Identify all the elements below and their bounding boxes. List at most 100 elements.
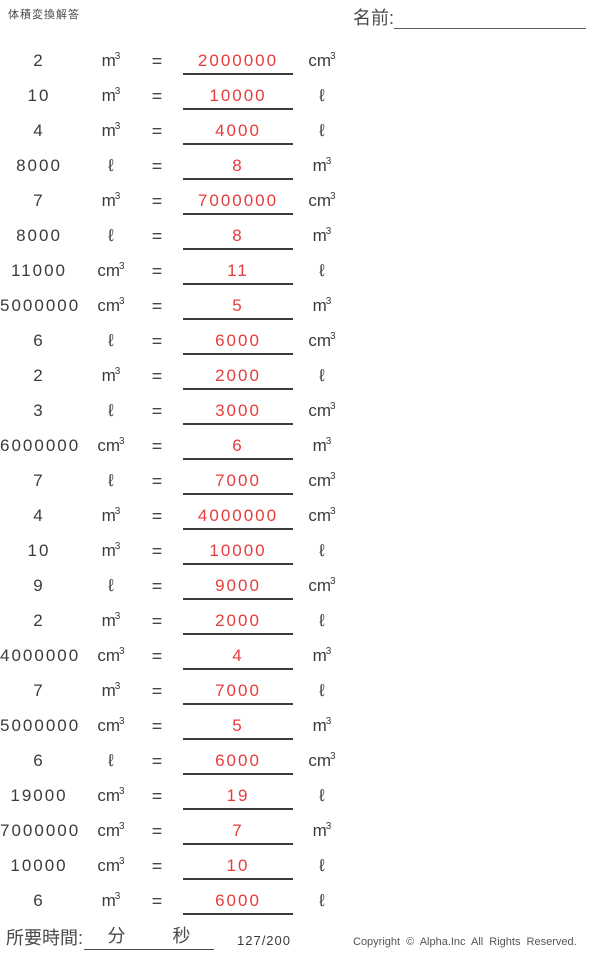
superscript-3: 3 [119, 296, 125, 307]
problem-answer: 2000000 [183, 51, 293, 75]
problem-row: 8000 ℓ = 8 m3 [0, 218, 600, 253]
problem-unit-from: ℓ [78, 156, 144, 176]
unit-text: cm3 [97, 856, 125, 875]
name-underline [394, 9, 587, 29]
problem-row: 5000000 cm3 = 5 m3 [0, 708, 600, 743]
problem-unit-to: ℓ [297, 86, 347, 106]
problem-unit-to: ℓ [297, 786, 347, 806]
problem-value: 8000 [16, 156, 62, 175]
problem-answer: 6 [183, 436, 293, 460]
problem-unit-from: m3 [78, 366, 144, 386]
problem-unit-from: cm3 [78, 646, 144, 666]
seconds-label: 秒 [172, 926, 191, 946]
problem-value: 10 [27, 86, 51, 105]
unit-text: m3 [312, 716, 332, 735]
problem-unit-from: cm3 [78, 296, 144, 316]
problem-value: 2 [33, 366, 45, 385]
unit-text: ℓ [108, 401, 114, 420]
problem-row: 7 m3 = 7000000 cm3 [0, 183, 600, 218]
problem-row: 4 m3 = 4000 ℓ [0, 113, 600, 148]
problem-answer: 7 [183, 821, 293, 845]
problem-value: 7 [33, 681, 45, 700]
problem-unit-to: m3 [297, 716, 347, 736]
problem-unit-to: m3 [297, 821, 347, 841]
unit-text: ℓ [319, 261, 325, 280]
superscript-3: 3 [119, 716, 125, 727]
superscript-3: 3 [330, 576, 336, 587]
problem-value: 6 [33, 891, 45, 910]
problem-unit-from: m3 [78, 891, 144, 911]
problem-unit-from: m3 [78, 681, 144, 701]
problem-unit-to: ℓ [297, 366, 347, 386]
problem-unit-to: cm3 [297, 51, 347, 71]
unit-text: m3 [101, 541, 121, 560]
equals-sign: = [151, 821, 163, 841]
problem-unit-to: m3 [297, 156, 347, 176]
equals-sign: = [151, 436, 163, 456]
superscript-3: 3 [114, 191, 121, 202]
superscript-3: 3 [119, 856, 125, 867]
page-title: 体積変換解答 [8, 9, 80, 21]
problem-value: 9 [33, 576, 45, 595]
problem-value: 6000000 [0, 436, 81, 455]
superscript-3: 3 [114, 121, 121, 132]
unit-text: m3 [312, 646, 332, 665]
superscript-3: 3 [119, 436, 125, 447]
problem-unit-to: m3 [297, 226, 347, 246]
problem-unit-to: ℓ [297, 541, 347, 561]
time-field: 所要時間: 分秒 [6, 922, 215, 950]
problem-unit-from: ℓ [78, 576, 144, 596]
problem-row: 6 ℓ = 6000 cm3 [0, 323, 600, 358]
problem-row: 10000 cm3 = 10 ℓ [0, 848, 600, 883]
unit-text: m3 [312, 436, 332, 455]
unit-text: cm3 [97, 821, 125, 840]
problem-answer: 3000 [183, 401, 293, 425]
unit-text: m3 [101, 86, 121, 105]
unit-text: cm3 [308, 51, 336, 70]
problem-row: 2 m3 = 2000000 cm3 [0, 43, 600, 78]
unit-text: cm3 [308, 331, 336, 350]
superscript-3: 3 [114, 891, 121, 902]
name-label: 名前: [353, 8, 395, 28]
problem-answer: 11 [183, 261, 293, 285]
problem-row: 8000 ℓ = 8 m3 [0, 148, 600, 183]
unit-text: m3 [312, 156, 332, 175]
problem-unit-to: cm3 [297, 506, 347, 526]
unit-text: cm3 [308, 506, 336, 525]
unit-text: cm3 [308, 401, 336, 420]
problem-answer: 10000 [183, 541, 293, 565]
equals-sign: = [151, 471, 163, 491]
equals-sign: = [151, 86, 163, 106]
unit-text: m3 [101, 891, 121, 910]
superscript-3: 3 [325, 296, 332, 307]
problem-unit-to: cm3 [297, 191, 347, 211]
unit-text: cm3 [97, 716, 125, 735]
equals-sign: = [151, 681, 163, 701]
equals-sign: = [151, 891, 163, 911]
problem-row: 6 m3 = 6000 ℓ [0, 883, 600, 918]
equals-sign: = [151, 261, 163, 281]
problem-row: 2 m3 = 2000 ℓ [0, 358, 600, 393]
superscript-3: 3 [114, 86, 121, 97]
problem-value: 5000000 [0, 296, 81, 315]
problem-row: 7000000 cm3 = 7 m3 [0, 813, 600, 848]
problem-value: 6 [33, 751, 45, 770]
unit-text: m3 [101, 191, 121, 210]
unit-text: ℓ [108, 576, 114, 595]
superscript-3: 3 [325, 646, 332, 657]
unit-text: ℓ [319, 681, 325, 700]
problem-answer: 7000000 [183, 191, 293, 215]
problem-row: 9 ℓ = 9000 cm3 [0, 568, 600, 603]
equals-sign: = [151, 786, 163, 806]
problem-answer: 4000000 [183, 506, 293, 530]
problem-answer: 6000 [183, 891, 293, 915]
unit-text: m3 [101, 121, 121, 140]
equals-sign: = [151, 506, 163, 526]
problem-row: 5000000 cm3 = 5 m3 [0, 288, 600, 323]
page-number: 127/200 [237, 933, 291, 948]
problem-unit-from: m3 [78, 121, 144, 141]
problem-unit-to: m3 [297, 296, 347, 316]
equals-sign: = [151, 331, 163, 351]
unit-text: cm3 [308, 191, 336, 210]
problem-value: 6 [33, 331, 45, 350]
